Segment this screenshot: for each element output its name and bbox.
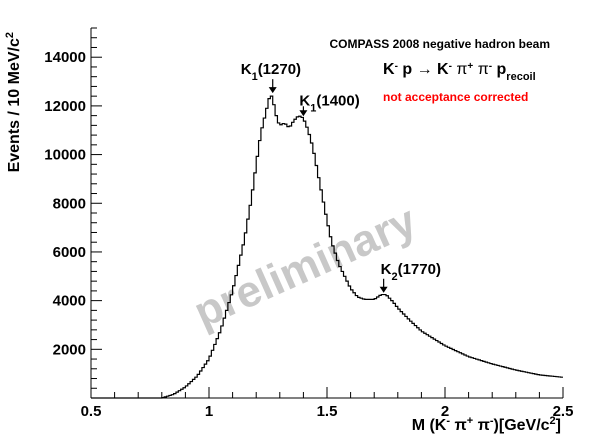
x-axis-title-close: ] xyxy=(556,417,561,434)
peak-label: K1(1270) xyxy=(241,61,301,83)
reaction-final-1-charge: - xyxy=(449,61,452,72)
y-tick-label: 8000 xyxy=(53,195,86,212)
peak-label-main: K xyxy=(241,61,252,78)
reaction-recoil-sub: recoil xyxy=(506,71,535,83)
x-tick-label: 2 xyxy=(441,403,449,420)
x-tick-label: 1 xyxy=(205,403,213,420)
x-axis-title: M (K- π+ π-)[GeV/c2] xyxy=(412,415,561,434)
peak-label-rest: (1270) xyxy=(258,61,301,78)
reaction-final-2: π xyxy=(452,61,467,78)
reaction-final-3-charge: - xyxy=(489,61,492,72)
reaction-final-2-charge: + xyxy=(467,61,473,72)
chart-axes: 0.5 1 1.5 2 2.5 2000 4000 6000 8000 10000 12000 140… xyxy=(44,27,574,420)
reaction-target: p xyxy=(398,61,412,78)
reaction-recoil: p xyxy=(492,61,506,78)
y-tick-label: 2000 xyxy=(53,341,86,358)
histogram-series-line xyxy=(91,95,563,399)
peak-label-sub: 1 xyxy=(252,71,258,83)
x-tick-label: 0.5 xyxy=(81,403,102,420)
y-axis-title: Events / 10 MeV/c2 xyxy=(4,32,23,172)
peak-label-main: K xyxy=(381,261,392,278)
peak-arrow-head xyxy=(379,286,388,293)
y-tick-label: 6000 xyxy=(53,244,86,261)
reaction-final-3: π xyxy=(473,61,488,78)
reaction-final-1: K xyxy=(437,61,449,78)
chart-marks: preliminary xyxy=(91,95,563,399)
reaction-arrow: → xyxy=(412,61,437,78)
peak-label-sub: 2 xyxy=(391,271,397,283)
peak-arrow-head xyxy=(268,87,277,94)
reaction-initial-charge: - xyxy=(395,61,398,72)
chart-title: COMPASS 2008 negative hadron beam xyxy=(329,37,550,51)
peak-arrow-head xyxy=(299,110,308,117)
y-axis-title-sup: 2 xyxy=(4,32,16,38)
x-axis-title-suffix: )[GeV/c xyxy=(494,417,550,434)
peak-label-rest: (1770) xyxy=(398,261,441,278)
peak-label-main: K xyxy=(299,92,310,109)
peak-label-rest: (1400) xyxy=(316,92,359,109)
peak-label: K1(1400) xyxy=(299,92,359,114)
x-axis-title-unit-sup: 2 xyxy=(550,415,556,427)
y-tick-label: 12000 xyxy=(44,98,86,115)
x-axis-title-pi1: π xyxy=(450,417,467,434)
x-axis-title-pi2: π xyxy=(473,417,490,434)
reaction-initial: K xyxy=(383,61,395,78)
reaction-formula: K- p → K- π+ π- precoil xyxy=(383,61,536,84)
peak-label: K2(1770) xyxy=(381,261,441,283)
y-tick-label: 14000 xyxy=(44,49,86,66)
x-tick-label: 1.5 xyxy=(317,403,338,420)
y-axis-title-text: Events / 10 MeV/c xyxy=(6,38,23,172)
y-tick-label: 4000 xyxy=(53,293,86,310)
acceptance-note: not acceptance corrected xyxy=(383,90,528,104)
x-axis-title-pi1-charge: + xyxy=(467,415,473,427)
peak-label-sub: 1 xyxy=(310,102,316,114)
x-tick-label: 2.5 xyxy=(553,403,574,420)
y-tick-label: 10000 xyxy=(44,147,86,164)
chart-labels: Events / 10 MeV/c2M (K- π+ π-)[GeV/c2]CO… xyxy=(4,32,561,434)
x-axis-title-prefix: M (K xyxy=(412,417,447,434)
x-axis-title-pi2-charge: - xyxy=(490,415,494,427)
x-axis-title-k-charge: - xyxy=(446,415,450,427)
